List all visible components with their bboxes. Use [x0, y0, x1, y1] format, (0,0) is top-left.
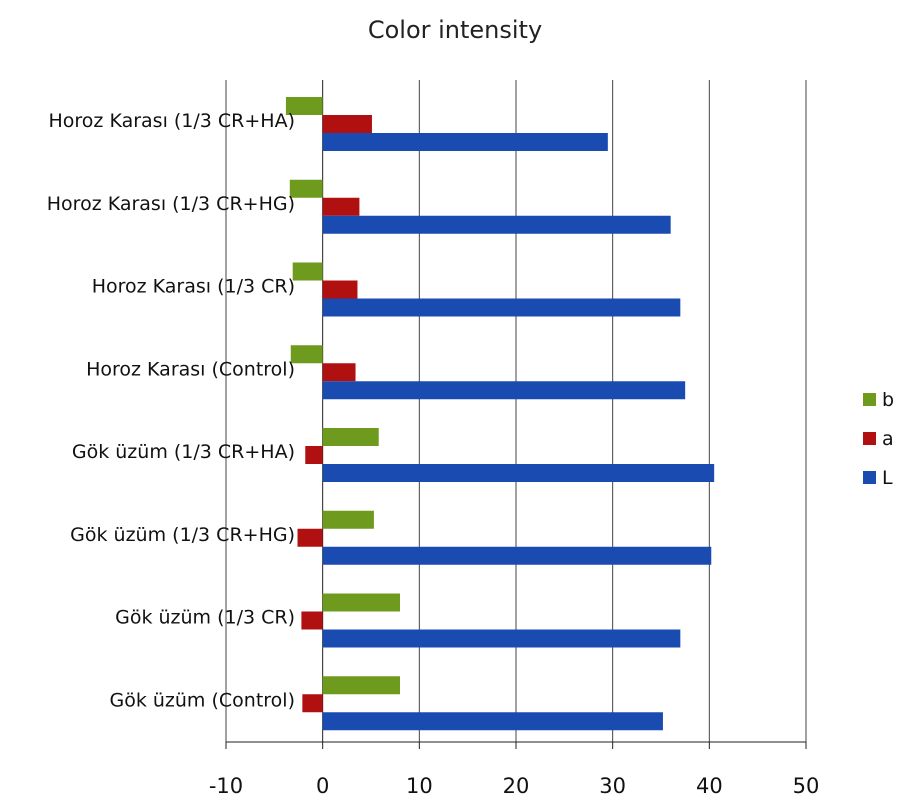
x-tick-label-4: 30 — [599, 774, 626, 798]
bar-a-6 — [301, 611, 323, 630]
x-tick-label-3: 20 — [503, 774, 530, 798]
category-label-7: Gök üzüm (Control) — [109, 689, 295, 711]
legend-swatch-b — [863, 393, 876, 406]
legend: baL — [863, 389, 894, 489]
bar-b-5 — [322, 510, 374, 529]
bar-b-2 — [292, 262, 323, 281]
legend-swatch-L — [863, 471, 876, 484]
bar-b-7 — [322, 676, 400, 695]
category-label-5: Gök üzüm (1/3 CR+HG) — [70, 524, 295, 546]
bar-L-2 — [322, 298, 681, 317]
category-label-1: Horoz Karası (1/3 CR+HG) — [47, 193, 295, 215]
bar-a-1 — [322, 197, 360, 216]
bar-L-0 — [322, 133, 608, 151]
legend-swatch-a — [863, 432, 876, 445]
bar-b-6 — [322, 593, 400, 612]
legend-label-b: b — [882, 389, 894, 411]
x-tick-labels: -10 0 10 20 30 40 50 — [209, 774, 820, 798]
axes-layer — [225, 741, 807, 749]
category-label-6: Gök üzüm (1/3 CR) — [115, 607, 295, 629]
category-label-2: Horoz Karası (1/3 CR) — [92, 276, 295, 298]
bar-a-5 — [297, 528, 323, 547]
x-tick-label-2: 10 — [406, 774, 433, 798]
legend-label-L: L — [882, 467, 893, 489]
bar-a-3 — [322, 363, 356, 382]
x-tick-label-1: 0 — [316, 774, 329, 798]
bar-a-0 — [322, 115, 372, 133]
category-label-4: Gök üzüm (1/3 CR+HA) — [72, 441, 295, 463]
bar-b-1 — [289, 179, 323, 198]
x-tick-label-6: 50 — [793, 774, 820, 798]
bar-L-1 — [322, 215, 671, 234]
bar-L-6 — [322, 629, 681, 648]
x-tick-label-5: 40 — [696, 774, 723, 798]
bar-b-4 — [322, 428, 379, 446]
legend-label-a: a — [882, 428, 894, 450]
category-label-0: Horoz Karası (1/3 CR+HA) — [49, 110, 296, 132]
bars-layer — [285, 97, 715, 731]
bar-b-3 — [290, 345, 323, 364]
bar-L-3 — [322, 381, 686, 400]
category-labels: Horoz Karası (1/3 CR+HA) Horoz Karası (1/… — [47, 110, 295, 711]
bar-L-7 — [322, 712, 663, 731]
bar-b-0 — [285, 97, 323, 115]
bar-a-7 — [302, 694, 323, 713]
bar-L-5 — [322, 546, 712, 565]
bar-a-2 — [322, 280, 358, 299]
bar-a-4 — [305, 446, 323, 464]
chart-title: Color intensity — [368, 16, 542, 44]
bar-L-4 — [322, 464, 715, 482]
category-label-3: Horoz Karası (Control) — [86, 358, 295, 380]
x-tick-label-0: -10 — [209, 774, 243, 798]
